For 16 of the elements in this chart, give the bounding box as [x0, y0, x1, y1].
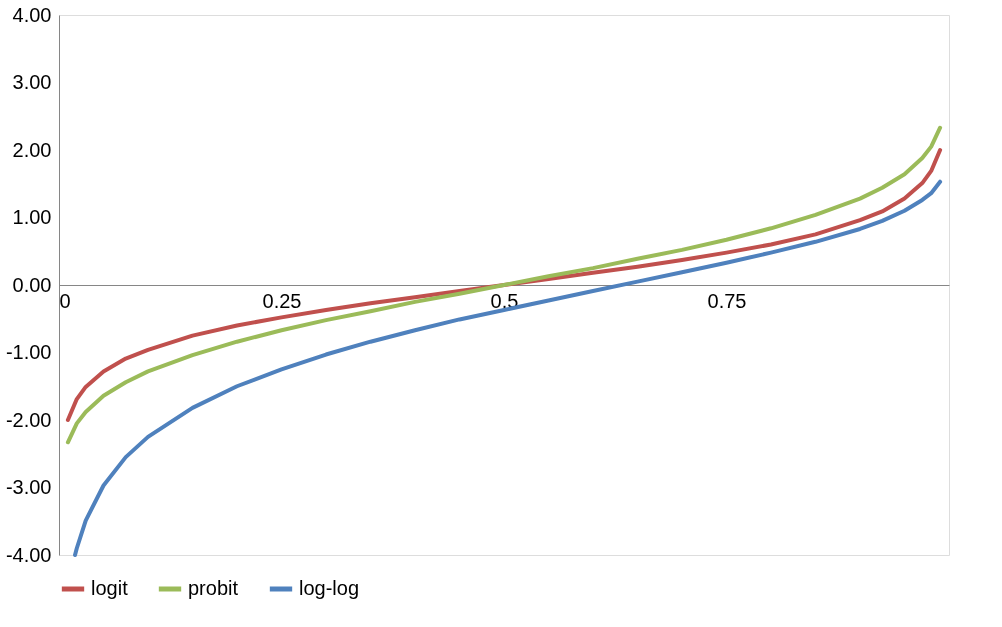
y-tick-label: 0.00 [12, 273, 52, 296]
x-tick-label: 0 [59, 289, 71, 312]
legend-label: log-log [299, 577, 360, 599]
y-tick-label: -3.00 [5, 476, 52, 498]
x-tick-label: 0.75 [707, 289, 747, 312]
y-tick-label: 2.00 [12, 138, 52, 161]
line-series [73, 179, 943, 557]
y-tick-label: -4.00 [5, 543, 52, 566]
y-tick-label: 4.00 [12, 3, 52, 26]
legend-label: logit [91, 577, 129, 599]
x-tick-label: 0.25 [262, 289, 302, 312]
y-tick-label: 1.00 [12, 206, 52, 228]
legend-label: probit [188, 577, 239, 599]
y-tick-label: -2.00 [5, 408, 52, 431]
y-tick-label: 3.00 [12, 71, 52, 93]
y-tick-label: -1.00 [5, 341, 52, 363]
